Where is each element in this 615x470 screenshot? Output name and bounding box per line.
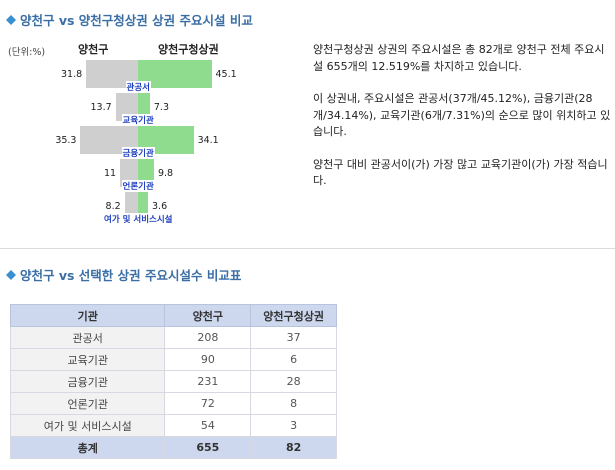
diamond-icon: [6, 14, 16, 25]
value-label-yangcheon: 13.7: [90, 102, 112, 113]
row-value-district: 8: [250, 392, 337, 415]
facility-comparison-table: 기관 양천구 양천구청상권 관공서 208 37 교육기관 90 6 금융기관 …: [9, 304, 337, 459]
row-label: 금융기관: [9, 370, 166, 393]
row-label: 여가 및 서비스시설: [9, 414, 166, 437]
table-total-row: 총계 655 82: [9, 436, 337, 459]
row-value-district: 37: [250, 326, 337, 349]
table-row: 교육기관 90 6: [9, 348, 337, 371]
row-value-yangcheon: 208: [164, 326, 252, 349]
facility-description: 양천구청상권 상권의 주요시설은 총 82개로 양천구 전체 주요시설 655개…: [313, 42, 613, 206]
column-header-district: 양천구청상권: [250, 304, 337, 327]
description-paragraph-3: 양천구 대비 관공서이(가) 가장 많고 교육기관이(가) 가장 적습니다.: [313, 157, 608, 188]
row-value-district: 3: [250, 414, 337, 437]
legend-left: 양천구: [78, 43, 109, 56]
value-label-district: 9.8: [157, 168, 174, 179]
category-label: 여가 및 서비스시설: [103, 213, 174, 225]
bar-district: [138, 192, 148, 220]
table-row: 관공서 208 37: [9, 326, 337, 349]
total-label: 총계: [9, 436, 166, 459]
description-paragraph-2: 이 상권내, 주요시설은 관공서(37개/45.12%), 금융기관(28개/3…: [313, 92, 611, 138]
table-header-row: 기관 양천구 양천구청상권: [9, 304, 337, 327]
section-divider: [0, 248, 615, 249]
diamond-icon: [6, 269, 16, 280]
category-label: 교육기관: [121, 114, 155, 126]
category-label: 언론기관: [121, 180, 155, 192]
value-label-yangcheon: 8.2: [105, 201, 121, 212]
value-label-district: 3.6: [152, 201, 168, 212]
table-row: 금융기관 231 28: [9, 370, 337, 393]
table-row: 언론기관 72 8: [9, 392, 337, 415]
column-header-facility: 기관: [9, 304, 166, 327]
table-row: 여가 및 서비스시설 54 3: [9, 414, 337, 437]
description-paragraph-1: 양천구청상권 상권의 주요시설은 총 82개로 양천구 전체 주요시설 655개…: [313, 43, 605, 73]
category-label: 금융기관: [121, 147, 155, 159]
value-label-district: 7.3: [153, 102, 169, 113]
row-label: 교육기관: [9, 348, 166, 371]
row-value-yangcheon: 72: [164, 392, 252, 415]
row-label: 관공서: [9, 326, 166, 349]
row-value-yangcheon: 90: [164, 348, 252, 371]
value-label-yangcheon: 11: [103, 168, 117, 179]
total-value-yangcheon: 655: [164, 436, 252, 459]
value-label-district: 34.1: [197, 135, 219, 146]
row-value-yangcheon: 231: [164, 370, 252, 393]
column-header-yangcheon: 양천구: [164, 304, 252, 327]
total-value-district: 82: [250, 436, 337, 459]
value-label-district: 45.1: [215, 69, 237, 80]
section-title-text: 양천구 vs 선택한 상권 주요시설수 비교표: [20, 268, 242, 283]
legend-right: 양천구청상권: [158, 43, 219, 56]
row-label: 언론기관: [9, 392, 166, 415]
row-value-yangcheon: 54: [164, 414, 252, 437]
value-label-yangcheon: 31.8: [61, 69, 83, 80]
section-title-facility-table: 양천구 vs 선택한 상권 주요시설수 비교표: [6, 265, 241, 284]
row-value-district: 28: [250, 370, 337, 393]
section-title-facility-comparison: 양천구 vs 양천구청상권 상권 주요시설 비교: [6, 10, 253, 29]
category-label: 관공서: [125, 81, 151, 93]
value-label-yangcheon: 35.3: [55, 135, 77, 146]
unit-label: (단위:%): [8, 47, 46, 58]
section-title-text: 양천구 vs 양천구청상권 상권 주요시설 비교: [20, 13, 253, 28]
bar-district: [138, 93, 150, 121]
row-value-district: 6: [250, 348, 337, 371]
